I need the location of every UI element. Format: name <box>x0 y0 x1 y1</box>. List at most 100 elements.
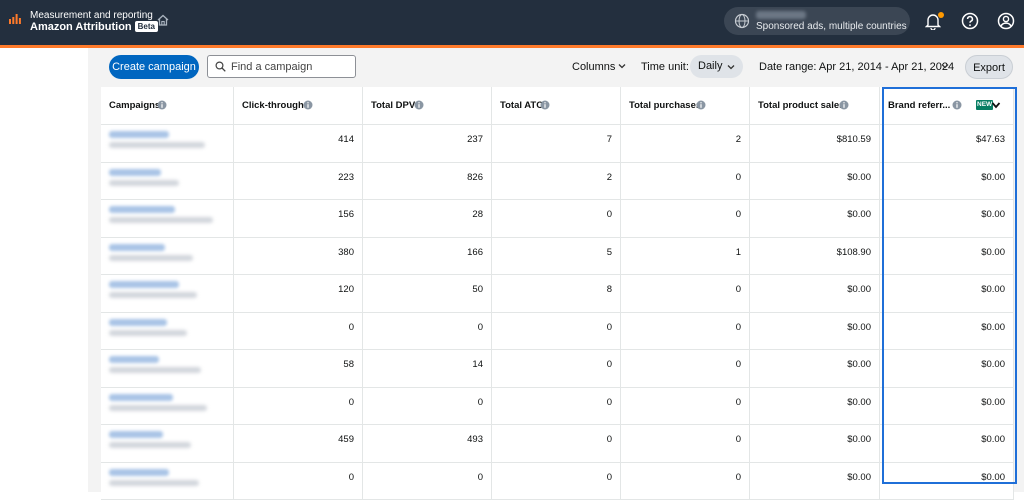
total-dpv-cell: 0 <box>363 463 492 500</box>
column-header-brand-referral[interactable]: Brand referr... NEW <box>880 87 1014 125</box>
campaign-detail-redacted <box>109 180 179 186</box>
total-atc-cell: 0 <box>492 200 621 238</box>
chevron-down-icon[interactable] <box>990 99 1002 111</box>
column-header-label: Total product sales <box>758 100 844 111</box>
campaign-cell[interactable] <box>101 313 234 351</box>
cell-value: $810.59 <box>837 134 871 145</box>
time-unit-dropdown[interactable]: Daily <box>690 55 743 78</box>
cell-value: 0 <box>736 397 741 408</box>
campaign-detail-redacted <box>109 480 199 486</box>
campaign-name-redacted[interactable] <box>109 469 169 476</box>
campaign-cell[interactable] <box>101 200 234 238</box>
cell-value: 0 <box>736 434 741 445</box>
account-selector[interactable]: Sponsored ads, multiple countries <box>724 7 910 35</box>
globe-icon <box>734 13 750 29</box>
cell-value: 0 <box>736 472 741 483</box>
column-header-campaigns[interactable]: Campaigns <box>101 87 234 125</box>
total-atc-cell: 7 <box>492 125 621 163</box>
total-purchases-cell: 0 <box>621 388 750 426</box>
click-throughs-cell: 0 <box>234 313 363 351</box>
campaign-name-redacted[interactable] <box>109 431 163 438</box>
search-input[interactable] <box>231 59 351 74</box>
chevron-down-icon[interactable] <box>940 61 950 71</box>
campaign-cell[interactable] <box>101 388 234 426</box>
cell-value: 826 <box>467 172 483 183</box>
cell-value: 7 <box>607 134 612 145</box>
column-header-total-purchases[interactable]: Total purchases <box>621 87 750 125</box>
cell-value: 0 <box>607 209 612 220</box>
create-campaign-button[interactable]: Create campaign <box>109 55 199 79</box>
cell-value: 0 <box>607 322 612 333</box>
info-icon[interactable] <box>952 100 962 110</box>
cell-value: $0.00 <box>981 172 1005 183</box>
user-icon[interactable] <box>997 12 1015 30</box>
campaign-search[interactable] <box>207 55 356 78</box>
cell-value: $0.00 <box>981 284 1005 295</box>
campaign-detail-redacted <box>109 442 191 448</box>
info-icon[interactable] <box>157 100 167 110</box>
campaign-name-redacted[interactable] <box>109 281 179 288</box>
click-throughs-cell: 120 <box>234 275 363 313</box>
campaign-cell[interactable] <box>101 275 234 313</box>
campaign-cell[interactable] <box>101 463 234 500</box>
campaign-name-redacted[interactable] <box>109 206 175 213</box>
campaign-cell[interactable] <box>101 163 234 201</box>
info-icon[interactable] <box>414 100 424 110</box>
cell-value: 0 <box>349 322 354 333</box>
campaign-table: Campaigns Click-throughs Total DPV Total… <box>101 87 1014 492</box>
columns-dropdown[interactable]: Columns <box>572 61 615 73</box>
info-icon[interactable] <box>540 100 550 110</box>
campaign-name-redacted[interactable] <box>109 356 159 363</box>
campaign-cell[interactable] <box>101 125 234 163</box>
cell-value: $0.00 <box>847 397 871 408</box>
campaign-cell[interactable] <box>101 238 234 276</box>
beta-badge: Beta <box>135 21 158 32</box>
cell-value: 0 <box>607 472 612 483</box>
date-range-dropdown[interactable]: Date range: Apr 21, 2014 - Apr 21, 2024 <box>759 61 954 73</box>
campaign-cell[interactable] <box>101 425 234 463</box>
column-header-total-product-sales[interactable]: Total product sales <box>750 87 880 125</box>
cell-value: 28 <box>472 209 483 220</box>
column-header-total-dpv[interactable]: Total DPV <box>363 87 492 125</box>
cell-value: 493 <box>467 434 483 445</box>
total-purchases-cell: 0 <box>621 425 750 463</box>
cell-value: 120 <box>338 284 354 295</box>
campaign-name-redacted[interactable] <box>109 169 161 176</box>
campaign-detail-redacted <box>109 367 201 373</box>
cell-value: 0 <box>736 284 741 295</box>
brand-referral-cell: $0.00 <box>880 463 1014 500</box>
cell-value: 0 <box>607 359 612 370</box>
column-header-total-atc[interactable]: Total ATC <box>492 87 621 125</box>
campaign-name-redacted[interactable] <box>109 394 173 401</box>
total-purchases-cell: 2 <box>621 125 750 163</box>
campaign-name-redacted[interactable] <box>109 244 165 251</box>
info-icon[interactable] <box>303 100 313 110</box>
chevron-down-icon[interactable] <box>617 61 627 71</box>
export-button[interactable]: Export <box>965 55 1013 79</box>
cell-value: $0.00 <box>847 284 871 295</box>
total-dpv-cell: 50 <box>363 275 492 313</box>
total-purchases-cell: 0 <box>621 163 750 201</box>
column-header-click-throughs[interactable]: Click-throughs <box>234 87 363 125</box>
info-icon[interactable] <box>839 100 849 110</box>
campaign-name-redacted[interactable] <box>109 319 167 326</box>
cell-value: $0.00 <box>847 322 871 333</box>
campaign-name-redacted[interactable] <box>109 131 169 138</box>
campaign-cell[interactable] <box>101 350 234 388</box>
total-dpv-cell: 0 <box>363 388 492 426</box>
bar-chart-icon <box>9 14 21 24</box>
home-icon[interactable] <box>156 13 170 27</box>
info-icon[interactable] <box>696 100 706 110</box>
help-icon[interactable] <box>961 12 979 30</box>
cell-value: $47.63 <box>976 134 1005 145</box>
